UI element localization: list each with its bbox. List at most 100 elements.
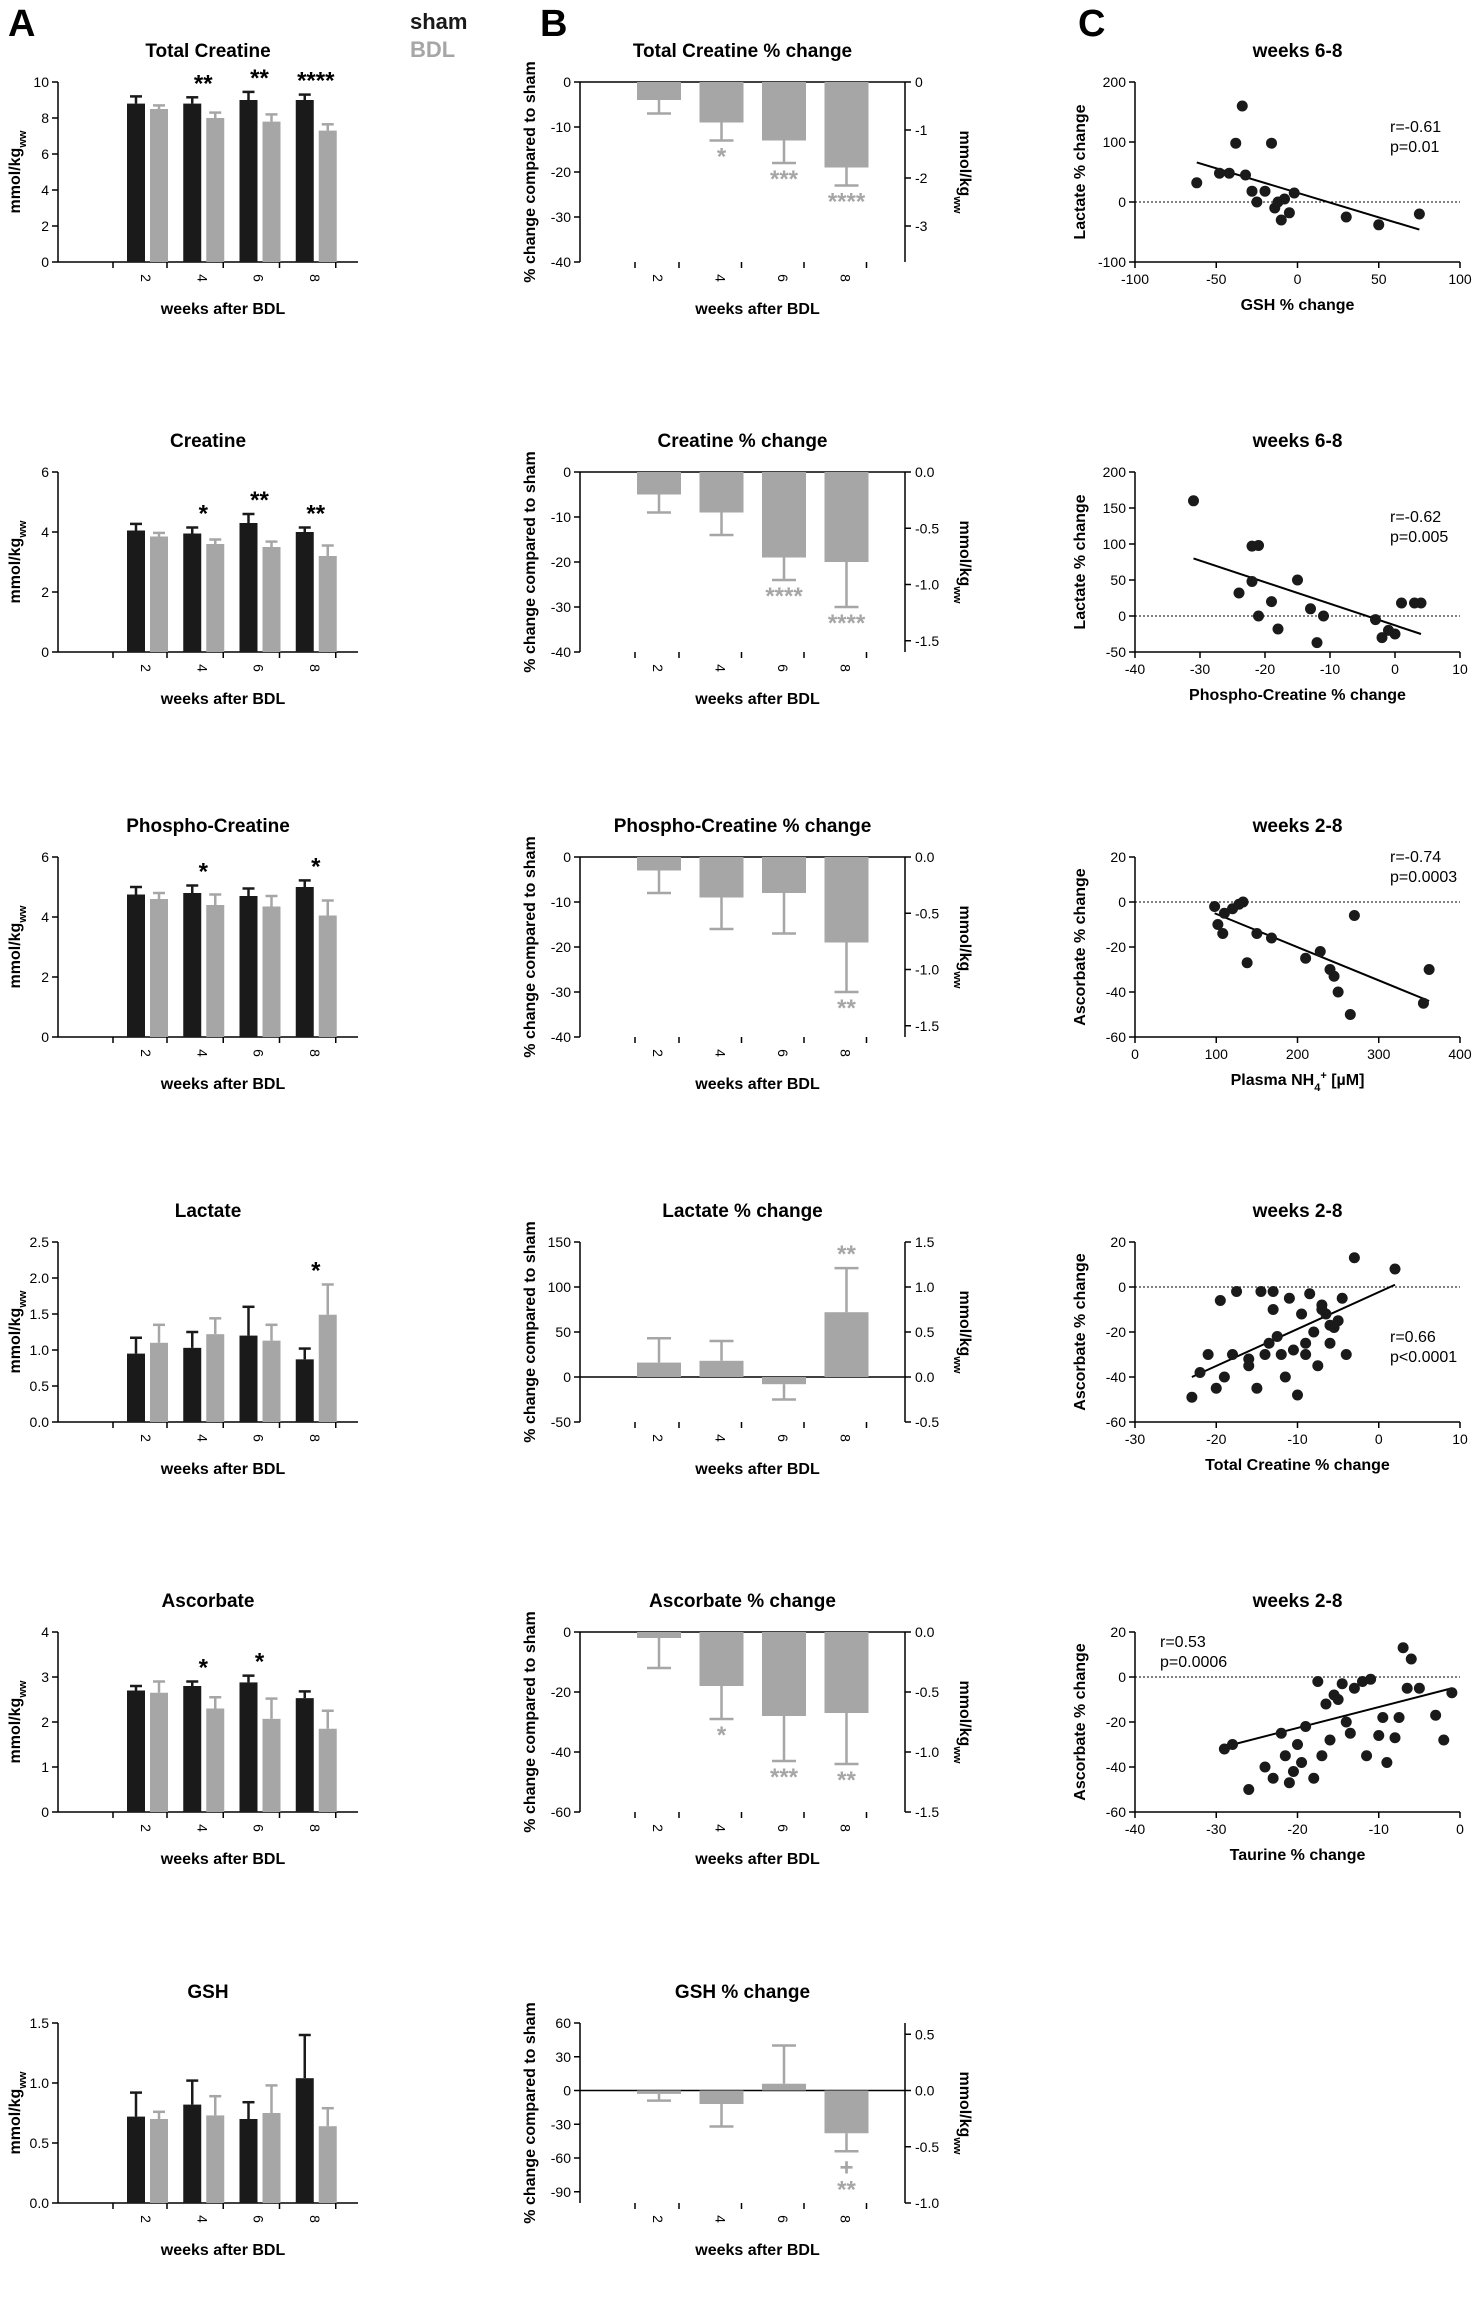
data-point xyxy=(1266,596,1277,608)
bar-bdl-change xyxy=(824,1312,869,1377)
unit-subscript: ww xyxy=(951,970,963,989)
bar-bdl-change xyxy=(762,1377,806,1385)
chart-B2: Creatine % change -40 -30 -20 -10 0 2 4 6 8 weeks … xyxy=(522,431,973,708)
y-tick-label: -10 xyxy=(551,894,571,910)
data-point xyxy=(1279,1750,1291,1762)
significance-marker: * xyxy=(199,859,209,886)
bar-bdl xyxy=(206,905,225,1037)
x-tick-label: 6 xyxy=(775,664,791,672)
data-point xyxy=(1308,1772,1320,1784)
data-point xyxy=(1320,1698,1332,1710)
bar-bdl xyxy=(150,1692,168,1812)
data-point xyxy=(1373,1730,1385,1741)
x-axis-label: GSH % change xyxy=(1241,297,1355,314)
data-point xyxy=(1389,1732,1401,1744)
chart-C2: weeks 6-8 -50 0 50 100 150 200 -40 -30 -20 -10 0 10 P… xyxy=(1072,431,1468,704)
y-axis-label: mmol/kgww xyxy=(7,1290,29,1373)
y-axis-label: % change compared to sham xyxy=(522,1611,539,1832)
unit-base: mmol/kg xyxy=(7,1698,24,1764)
y2-tick-label: -0.5 xyxy=(915,2139,939,2155)
data-point xyxy=(1223,167,1235,179)
x-tick-label: 8 xyxy=(307,274,323,282)
bar-bdl xyxy=(318,2126,337,2203)
label-superscript: + xyxy=(1320,1070,1326,1082)
y-tick-label: -40 xyxy=(1106,1369,1126,1385)
data-point xyxy=(1417,997,1429,1009)
regression-line xyxy=(1193,557,1422,635)
bar-bdl xyxy=(150,899,168,1037)
unit-base: mmol/kg xyxy=(956,1681,973,1747)
data-point xyxy=(1332,1694,1344,1705)
bar-bdl xyxy=(318,1728,337,1812)
data-point xyxy=(1292,1389,1303,1401)
data-point xyxy=(1393,1712,1405,1723)
chart-title: Creatine % change xyxy=(658,431,828,452)
data-point xyxy=(1194,1367,1206,1378)
y-tick-label: 4 xyxy=(41,1624,49,1640)
significance-marker: **** xyxy=(828,189,866,216)
bar-bdl-change xyxy=(762,857,806,893)
data-point xyxy=(1243,1353,1255,1365)
bar-bdl-change xyxy=(824,2090,869,2134)
x-tick-label: -10 xyxy=(1320,661,1340,677)
x-tick-label: 6 xyxy=(251,2215,267,2223)
y2-tick-label: 0.0 xyxy=(915,1624,935,1640)
x-tick-label: -20 xyxy=(1287,1821,1307,1837)
data-point xyxy=(1246,185,1258,197)
data-point xyxy=(1227,1739,1238,1750)
y-tick-label: 6 xyxy=(41,849,49,865)
bar-bdl xyxy=(150,536,168,652)
chart-A4: Lactate 0.0 0.5 1.0 1.5 2.0 2.5 2 4 6 8 weeks after… xyxy=(7,1201,358,1478)
data-point xyxy=(1423,964,1435,975)
data-point xyxy=(1446,1687,1458,1699)
data-point xyxy=(1279,193,1290,205)
y-tick-label: 0 xyxy=(1118,1279,1126,1295)
x-axis-label: weeks after BDL xyxy=(160,691,286,708)
x-tick-label: -100 xyxy=(1121,271,1149,287)
bar-bdl xyxy=(262,1718,281,1812)
y-tick-label: -100 xyxy=(1098,254,1126,270)
unit-base: mmol/kg xyxy=(956,521,973,587)
chart-title: Lactate xyxy=(175,1201,242,1222)
bar-bdl-change xyxy=(824,1632,869,1713)
y-tick-label: -40 xyxy=(551,254,571,270)
bar-bdl-change xyxy=(762,82,806,141)
data-point xyxy=(1316,1304,1328,1315)
y-axis-label: mmol/kgww xyxy=(951,1291,973,1374)
significance-marker: *** xyxy=(770,166,799,193)
legend-bdl: BDL xyxy=(410,37,455,62)
significance-marker: *** xyxy=(770,1764,799,1791)
y-tick-label: 1.5 xyxy=(30,1306,50,1322)
y-tick-label: 200 xyxy=(1103,74,1127,90)
data-point xyxy=(1209,901,1221,912)
x-tick-label: 8 xyxy=(838,1049,854,1057)
y-tick-label: -20 xyxy=(1106,1324,1126,1340)
data-point xyxy=(1308,1326,1320,1338)
y-tick-label: 1.0 xyxy=(30,1342,50,1358)
y-tick-label: 0 xyxy=(563,464,571,480)
data-point xyxy=(1243,1784,1255,1795)
y-tick-label: 0 xyxy=(41,254,49,270)
y2-tick-label: -1.0 xyxy=(915,1744,939,1760)
bar-sham xyxy=(239,896,258,1037)
data-point xyxy=(1231,1286,1243,1297)
significance-marker: ** xyxy=(250,487,269,514)
data-point xyxy=(1186,1391,1198,1403)
y-tick-label: -50 xyxy=(551,1414,571,1430)
y-tick-label: -40 xyxy=(551,1744,571,1760)
significance-marker: * xyxy=(311,1257,321,1284)
bar-sham xyxy=(239,1682,258,1812)
y2-tick-label: 1.0 xyxy=(915,1279,935,1295)
bar-bdl-change xyxy=(824,472,869,562)
data-point xyxy=(1283,207,1295,219)
data-point xyxy=(1240,169,1251,181)
bar-bdl xyxy=(262,121,281,262)
data-point xyxy=(1300,1337,1312,1349)
y-axis-label: mmol/kgww xyxy=(7,1680,29,1763)
data-point xyxy=(1267,1304,1279,1315)
y-axis-label: mmol/kgww xyxy=(951,2072,973,2155)
unit-subscript: ww xyxy=(17,130,29,149)
chart-title: weeks 2-8 xyxy=(1252,1591,1343,1612)
